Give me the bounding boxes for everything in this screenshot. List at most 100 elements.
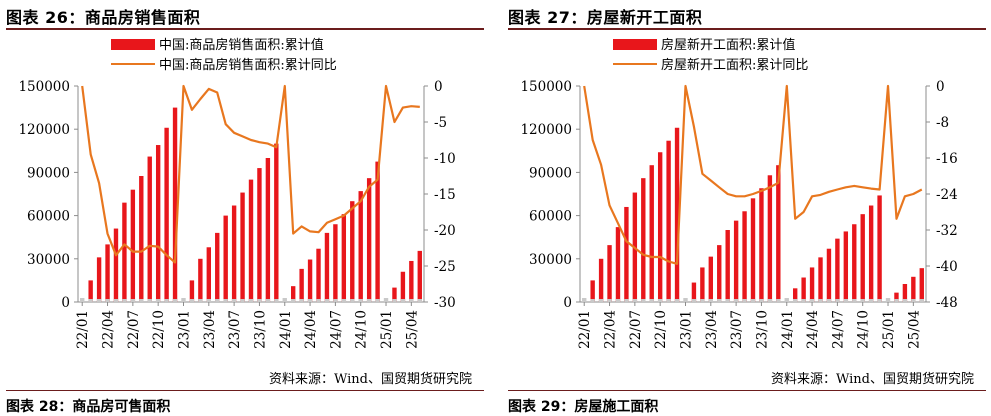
bar [598,258,604,302]
y-right-tick-label: -8 [936,115,949,131]
y-right-tick-label: -48 [936,295,958,311]
bar-base [590,299,595,302]
legend-bar-swatch [613,39,657,50]
y-right-tick-label: -32 [936,223,958,239]
bar [358,191,363,302]
y-left-tick-label: 150000 [18,79,70,95]
bar-base [139,299,144,302]
bar [392,287,397,302]
bar [155,145,161,302]
bar-base [649,299,654,302]
title-rule [508,28,986,30]
bottom-rule [6,390,484,391]
y-right-tick-label: 0 [434,79,443,95]
y-left-tick-label: 0 [61,295,70,311]
bar-empty [282,298,287,302]
bar-base [641,299,646,302]
x-tick-label: 24/04 [805,310,821,349]
bar-base [172,299,178,302]
x-tick-label: 22/01 [75,310,91,349]
chart-panel-sales-area: 图表 26：商品房销售面积 中国:商品房销售面积:累计值 中国:商品房销售面积:累… [6,0,486,415]
bar [231,205,237,302]
x-tick-label: 22/07 [126,310,142,349]
x-tick-label: 22/10 [653,310,669,349]
x-tick-label: 23/01 [176,310,192,349]
legend-label-line: 房屋新开工面积:累计同比 [661,57,808,73]
bar-base [793,299,798,302]
bar-base [776,299,781,302]
y-right-tick-label: -30 [434,295,456,311]
bar [911,276,916,302]
bar-empty [784,298,789,302]
bar-base [358,299,363,302]
bar [742,211,747,302]
bar-base [835,299,840,302]
bar-base [750,299,756,302]
bar [902,284,908,302]
bar-base [96,299,102,302]
bar-base [113,299,119,302]
bar-base [911,299,916,302]
x-tick-label: 23/04 [202,310,218,349]
bar-base [615,299,621,302]
bar-base [164,299,169,302]
x-tick-label: 23/10 [252,310,268,349]
bar [139,176,144,302]
bar [759,188,764,302]
y-right-tick-label: -15 [434,187,456,203]
bar-base [155,299,161,302]
x-tick-label: 24/10 [354,310,370,349]
x-tick-label: 25/01 [881,310,897,349]
bar-base [742,299,747,302]
bar [717,245,722,302]
bar [826,248,832,302]
bar-base [632,299,638,302]
y-left-tick-label: 0 [563,295,572,311]
bar [324,232,330,302]
bar-base [333,299,338,302]
bar [274,143,279,302]
bar [894,292,899,302]
bar [215,232,220,302]
bar [733,220,739,302]
bar-base [717,299,722,302]
bar-base [767,299,773,302]
bar [291,286,296,302]
bar-empty [885,298,891,302]
bar-base [417,299,422,302]
legend-label-bar: 中国:商品房销售面积:累计值 [159,37,324,53]
bar [708,256,713,302]
bar-base [88,299,93,302]
bar-base [902,299,908,302]
x-tick-label: 25/04 [906,310,922,349]
title-rule [6,28,484,30]
source-note: 资料来源：Wind、国贸期货研究院 [771,372,974,387]
x-tick-label: 24/07 [328,310,344,349]
bar-base [624,299,629,302]
bar-base [265,299,271,302]
y-right-tick-label: 0 [936,79,945,95]
x-tick-label: 22/04 [603,310,619,349]
bar [316,248,321,302]
bar [248,179,254,302]
x-tick-label: 23/07 [227,310,243,349]
bar [725,230,730,302]
bar-base [223,299,228,302]
x-tick-label: 22/01 [577,310,593,349]
bar-base [894,299,899,302]
bar [172,107,178,302]
bar [607,245,612,302]
series-line [81,84,420,264]
bar [189,280,195,302]
source-note: 资料来源：Wind、国贸期货研究院 [269,372,472,387]
bar-base [130,299,136,302]
bar-base [316,299,321,302]
x-tick-label: 22/04 [101,310,117,349]
bar-base [759,299,764,302]
bar [649,165,654,302]
bar [417,250,422,302]
x-tick-label: 24/04 [303,310,319,349]
y-left-tick-label: 90000 [27,165,70,181]
series-line [583,84,923,265]
